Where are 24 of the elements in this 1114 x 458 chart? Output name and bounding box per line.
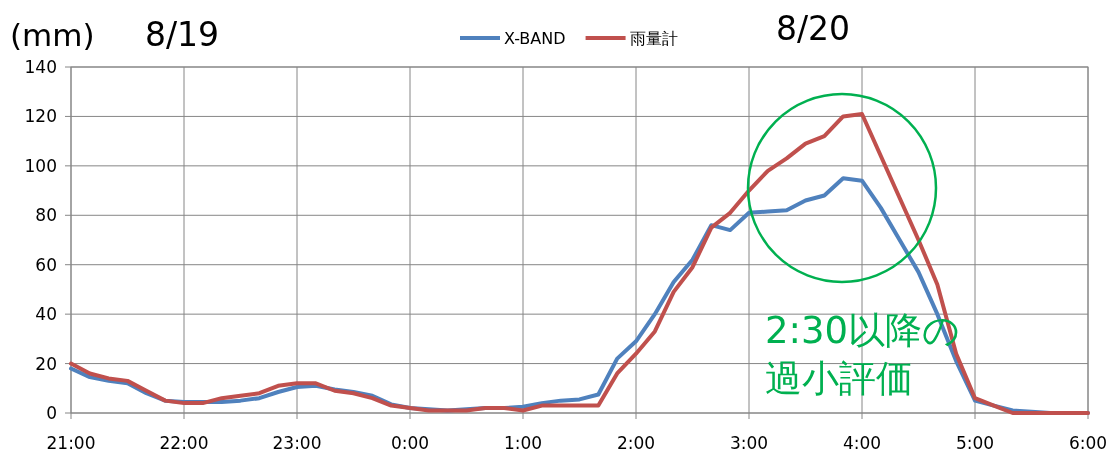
x-tick-label: 2:00 [616,433,656,453]
y-tick-label: 0 [46,403,57,423]
x-tick-label: 6:00 [1068,433,1108,453]
legend-label: 雨量計 [629,29,678,48]
x-tick-label: 23:00 [272,433,322,453]
y-tick-label: 120 [24,106,57,127]
x-tick-label: 3:00 [729,433,769,453]
x-tick-label: 22:00 [159,433,209,453]
legend-label: X-BAND [504,29,566,48]
y-tick-label: 60 [35,254,57,275]
text: 8/20 [776,9,851,48]
y-tick-label: 80 [35,205,57,226]
x-tick-label: 0:00 [390,433,430,453]
y-tick-label: 140 [24,57,57,77]
y-tick-label: 100 [24,155,57,176]
x-tick-label: 5:00 [955,433,995,453]
annotation: 過小評価 [765,357,913,400]
y-axis-title: (mm) [10,17,95,53]
x-tick-label: 1:00 [503,433,543,453]
y-tick-label: 40 [35,304,57,325]
x-tick-label: 21:00 [46,433,96,453]
x-tick-label: 4:00 [842,433,882,453]
y-tick-label: 20 [35,353,57,374]
text: 8/19 [145,15,220,54]
